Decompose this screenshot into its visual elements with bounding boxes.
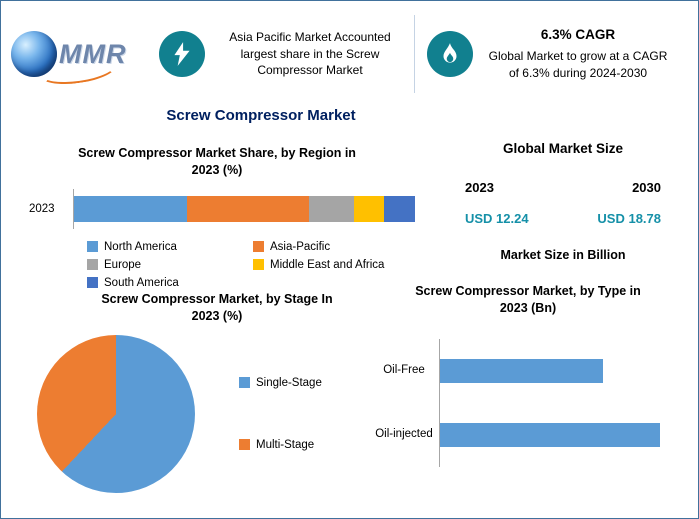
globe-icon (11, 31, 57, 77)
stage-pie (37, 334, 195, 493)
value-2030: USD 18.78 (597, 211, 661, 226)
legend-swatch-icon (239, 439, 250, 451)
legend-label: Single-Stage (256, 376, 322, 389)
stage-chart: Screw Compressor Market, by Stage In 202… (15, 291, 419, 493)
stage-legend: Single-Stage Multi-Stage (239, 377, 322, 493)
legend-swatch-icon (87, 259, 98, 271)
type-bars (439, 338, 687, 467)
region-segment-north-america (74, 195, 187, 222)
highlight-cagr: 6.3% CAGR Global Market to grow at a CAG… (427, 26, 672, 81)
type-label-oil-injected: Oil-injected (375, 428, 433, 441)
region-axis-label: 2023 (29, 202, 55, 215)
market-size-panel: Global Market Size 2023 2030 USD 12.24 U… (439, 141, 687, 262)
legend-swatch-icon (87, 241, 98, 253)
legend-label: South America (104, 276, 179, 289)
legend-item-asia-pacific: Asia-Pacific (253, 241, 419, 253)
chart-title-line2: 2023 (Bn) (499, 300, 557, 315)
legend-item-middle-east-and-africa: Middle East and Africa (253, 259, 419, 271)
market-size-values: USD 12.24 USD 18.78 (439, 211, 687, 226)
highlight-asia-pacific: Asia Pacific Market Accounted largest sh… (159, 29, 404, 79)
type-bar-oil-injected (440, 422, 660, 447)
legend-item-north-america: North America (87, 241, 245, 253)
legend-swatch-icon (87, 277, 98, 289)
region-stacked-bar (74, 195, 415, 222)
legend-swatch-icon (253, 241, 264, 253)
region-legend: North America Asia-Pacific Europe Middle Ea… (87, 241, 419, 289)
legend-label: Europe (104, 258, 142, 271)
mmr-logo: MMR (11, 31, 159, 89)
logo-text: MMR (59, 38, 127, 69)
header: MMR Asia Pacific Market Accounted larges… (11, 7, 690, 101)
header-divider (414, 15, 415, 93)
region-segment-europe (309, 195, 354, 222)
chart-title-line2: 2023 (%) (191, 162, 243, 177)
stage-chart-title: Screw Compressor Market, by Stage In 202… (15, 291, 419, 325)
region-chart-title: Screw Compressor Market Share, by Region… (15, 145, 419, 179)
legend-swatch-icon (239, 377, 250, 389)
region-chart: Screw Compressor Market Share, by Region… (15, 145, 419, 289)
market-size-years: 2023 2030 (439, 180, 687, 195)
legend-item-multi-stage: Multi-Stage (239, 439, 322, 451)
region-segment-south-america (384, 195, 415, 222)
flame-icon (427, 30, 473, 77)
market-size-note: Market Size in Billion (500, 248, 626, 262)
legend-swatch-icon (253, 259, 264, 271)
region-segment-asia-pacific (186, 195, 310, 222)
legend-item-south-america: South America (87, 277, 245, 289)
page-title: Screw Compressor Market (166, 107, 356, 124)
type-bar-oil-free (440, 358, 603, 383)
chart-title-line2: 2023 (%) (191, 308, 243, 323)
cagr-title: 6.3% CAGR (540, 27, 616, 43)
lightning-icon (159, 30, 205, 77)
type-chart: Screw Compressor Market, by Type in 2023… (369, 283, 687, 467)
type-bar-row-oil-free (440, 339, 681, 403)
market-size-title: Global Market Size (502, 141, 624, 156)
region-plot-area (73, 188, 419, 229)
legend-label: Multi-Stage (256, 438, 315, 451)
highlight-text: Asia Pacific Market Accounted largest sh… (229, 29, 391, 78)
type-labels: Oil-Free Oil-injected (369, 339, 439, 467)
type-bar-row-oil-injected (440, 403, 681, 467)
year-2023: 2023 (465, 180, 494, 195)
region-segment-middle-east-and-africa (353, 195, 385, 222)
region-plot: 2023 (15, 188, 419, 229)
value-2023: USD 12.24 (465, 211, 529, 226)
stage-plot: Single-Stage Multi-Stage (15, 334, 419, 493)
type-plot: Oil-Free Oil-injected (369, 338, 687, 467)
legend-label: Middle East and Africa (270, 258, 385, 271)
type-chart-title: Screw Compressor Market, by Type in 2023… (369, 283, 687, 317)
legend-label: North America (104, 240, 177, 253)
cagr-block: 6.3% CAGR Global Market to grow at a CAG… (484, 26, 672, 81)
cagr-text: Global Market to grow at a CAGR of 6.3% … (488, 49, 668, 80)
legend-item-single-stage: Single-Stage (239, 377, 322, 389)
type-label-oil-free: Oil-Free (383, 364, 425, 377)
chart-title-line1: Screw Compressor Market, by Type in (415, 284, 641, 298)
legend-label: Asia-Pacific (270, 240, 331, 253)
chart-title-line1: Screw Compressor Market, by Stage In (101, 292, 333, 306)
year-2030: 2030 (632, 180, 661, 195)
legend-item-europe: Europe (87, 259, 245, 271)
chart-title-line1: Screw Compressor Market Share, by Region… (78, 146, 356, 160)
